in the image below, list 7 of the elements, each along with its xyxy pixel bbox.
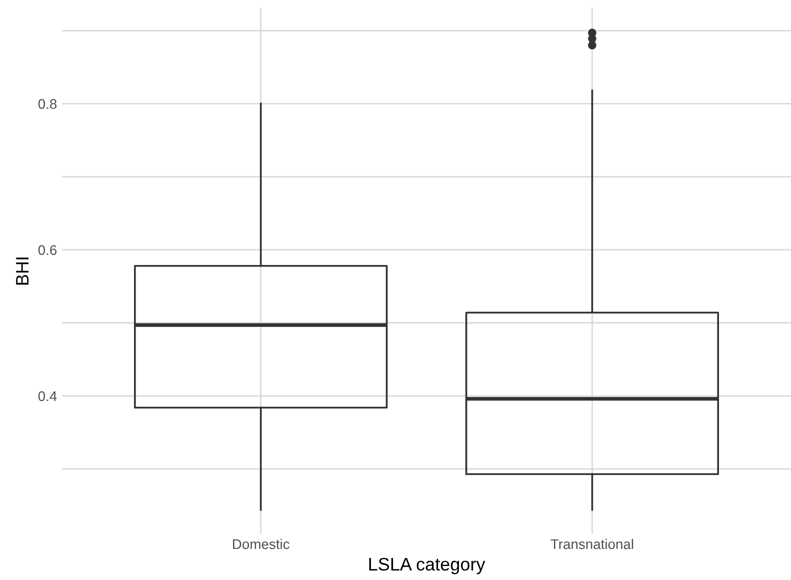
y-tick-label: 0.4 xyxy=(38,391,57,402)
y-axis-title: BHI xyxy=(16,258,29,285)
x-axis-title: LSLA category xyxy=(369,558,486,574)
y-tick-label: 0.6 xyxy=(38,245,57,255)
x-tick-label: Domestic xyxy=(233,538,290,550)
y-tick-label: 0.8 xyxy=(38,99,57,109)
x-tick-label: Transnational xyxy=(550,538,634,550)
